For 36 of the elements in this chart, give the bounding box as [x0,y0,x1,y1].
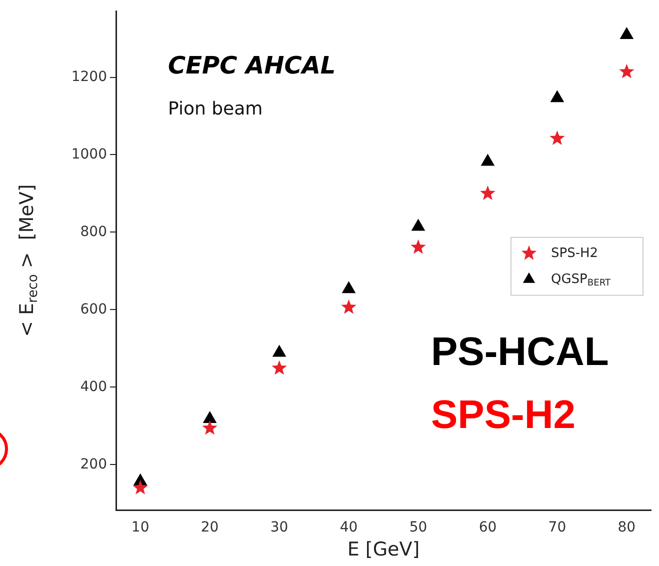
point [202,420,218,435]
point [342,282,356,294]
point [481,154,494,166]
point [410,239,426,254]
point [620,28,634,40]
legend-label: SPS-H2 [551,246,598,261]
point [412,219,425,231]
y-tick-label: 400 [80,378,107,395]
point [272,345,286,357]
x-tick-label: 50 [409,519,428,536]
point [619,64,634,78]
point [550,90,564,102]
y-axis-title: < Ereco > [MeV] [16,184,42,337]
x-tick-label: 70 [548,519,566,536]
annotation: PS-HCAL [431,330,609,374]
point [550,130,565,145]
x-tick-label: 60 [478,519,497,536]
x-tick-label: 80 [618,519,636,536]
point [132,480,148,494]
y-tick-label: 600 [80,301,107,318]
y-tick-label: 1000 [71,146,107,162]
point [272,360,287,375]
x-tick-label: 20 [200,519,219,536]
y-tick-label: 1200 [71,68,107,85]
x-tick-label: 10 [131,519,150,536]
text: Pion beam [168,98,263,120]
point [341,299,356,314]
text: CEPC AHCAL [168,51,336,80]
x-axis-title: E [GeV] [347,538,420,561]
point [480,185,496,200]
annotation: SPS-H2 [431,393,576,437]
point [203,411,216,423]
y-tick-label: 200 [80,456,107,472]
x-tick-label: 30 [270,519,288,536]
y-tick-label: 800 [80,224,107,240]
x-tick-label: 40 [340,519,358,536]
